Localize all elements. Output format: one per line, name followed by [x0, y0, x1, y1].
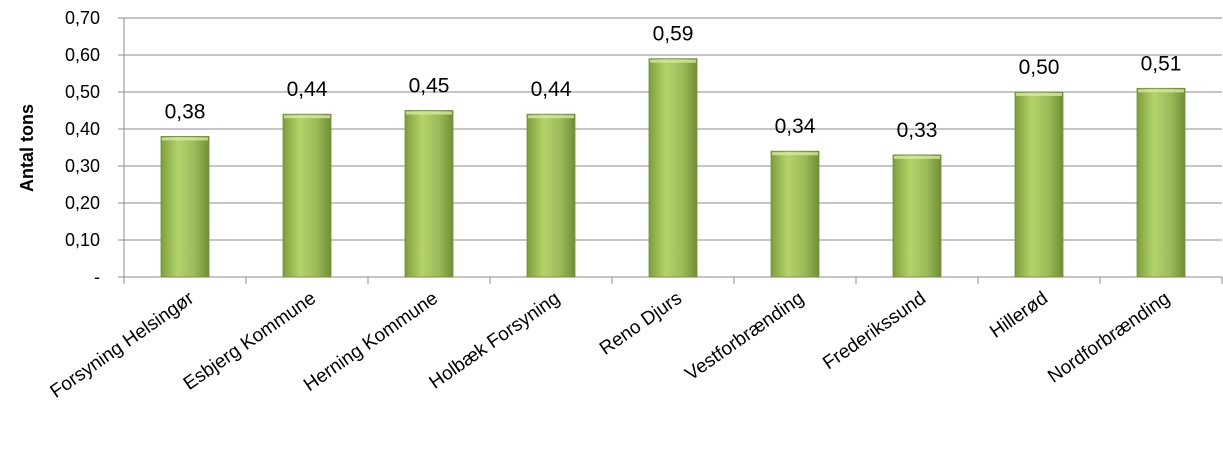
- bar-highlight: [284, 115, 330, 119]
- data-label: 0,44: [287, 78, 328, 101]
- bar-highlight: [1016, 93, 1062, 96]
- bar-highlight: [650, 59, 696, 63]
- category-label: Forsyning Helsingør: [47, 288, 199, 403]
- y-axis-title: Antal tons: [17, 104, 37, 192]
- category-label: Herning Kommune: [300, 288, 442, 396]
- data-label: 0,44: [531, 78, 572, 101]
- data-label: 0,33: [897, 119, 938, 142]
- y-tick-label: 0,20: [65, 193, 100, 213]
- category-label: Frederikssund: [819, 288, 930, 374]
- data-label: 0,51: [1141, 52, 1182, 75]
- data-label: 0,34: [775, 115, 816, 138]
- category-label: Reno Djurs: [596, 288, 686, 360]
- y-axis: - 0,10 0,20 0,30 0,40 0,50 0,60 0,70: [65, 8, 125, 287]
- bar: [282, 113, 332, 278]
- y-tick-label: 0,30: [65, 156, 100, 176]
- bar-highlight: [162, 137, 208, 141]
- bar-highlight: [528, 115, 574, 119]
- bar-highlight: [772, 152, 818, 156]
- y-tick-label: 0,40: [65, 119, 100, 139]
- category-label: Nordforbrænding: [1044, 288, 1174, 388]
- bar: [160, 135, 210, 278]
- bar-highlight: [894, 155, 940, 159]
- bar: [404, 110, 454, 278]
- bar-highlight: [1138, 89, 1184, 93]
- y-tick-label: 0,60: [65, 45, 100, 65]
- data-label: 0,38: [165, 100, 206, 123]
- data-label: 0,45: [409, 75, 450, 98]
- bar: [892, 154, 942, 278]
- bar: [770, 150, 820, 278]
- data-label: 0,59: [653, 23, 694, 46]
- bars: [160, 58, 1186, 278]
- bar: [1014, 91, 1064, 278]
- category-label: Hillerød: [986, 288, 1052, 343]
- y-tick-label: 0,50: [65, 82, 100, 102]
- data-label: 0,50: [1019, 56, 1060, 79]
- data-labels: 0,38 0,44 0,45 0,44 0,59 0,34 0,33 0,50 0,51: [165, 23, 1182, 142]
- bar: [526, 113, 576, 278]
- category-label: Holbæk Forsyning: [426, 288, 564, 394]
- bar: [648, 58, 698, 278]
- bar-highlight: [406, 111, 452, 115]
- bar: [1136, 87, 1186, 278]
- y-tick-label: -: [94, 267, 100, 287]
- y-tick-label: 0,10: [65, 230, 100, 250]
- y-tick-label: 0,70: [65, 8, 100, 28]
- category-label: Vestforbrænding: [682, 288, 808, 385]
